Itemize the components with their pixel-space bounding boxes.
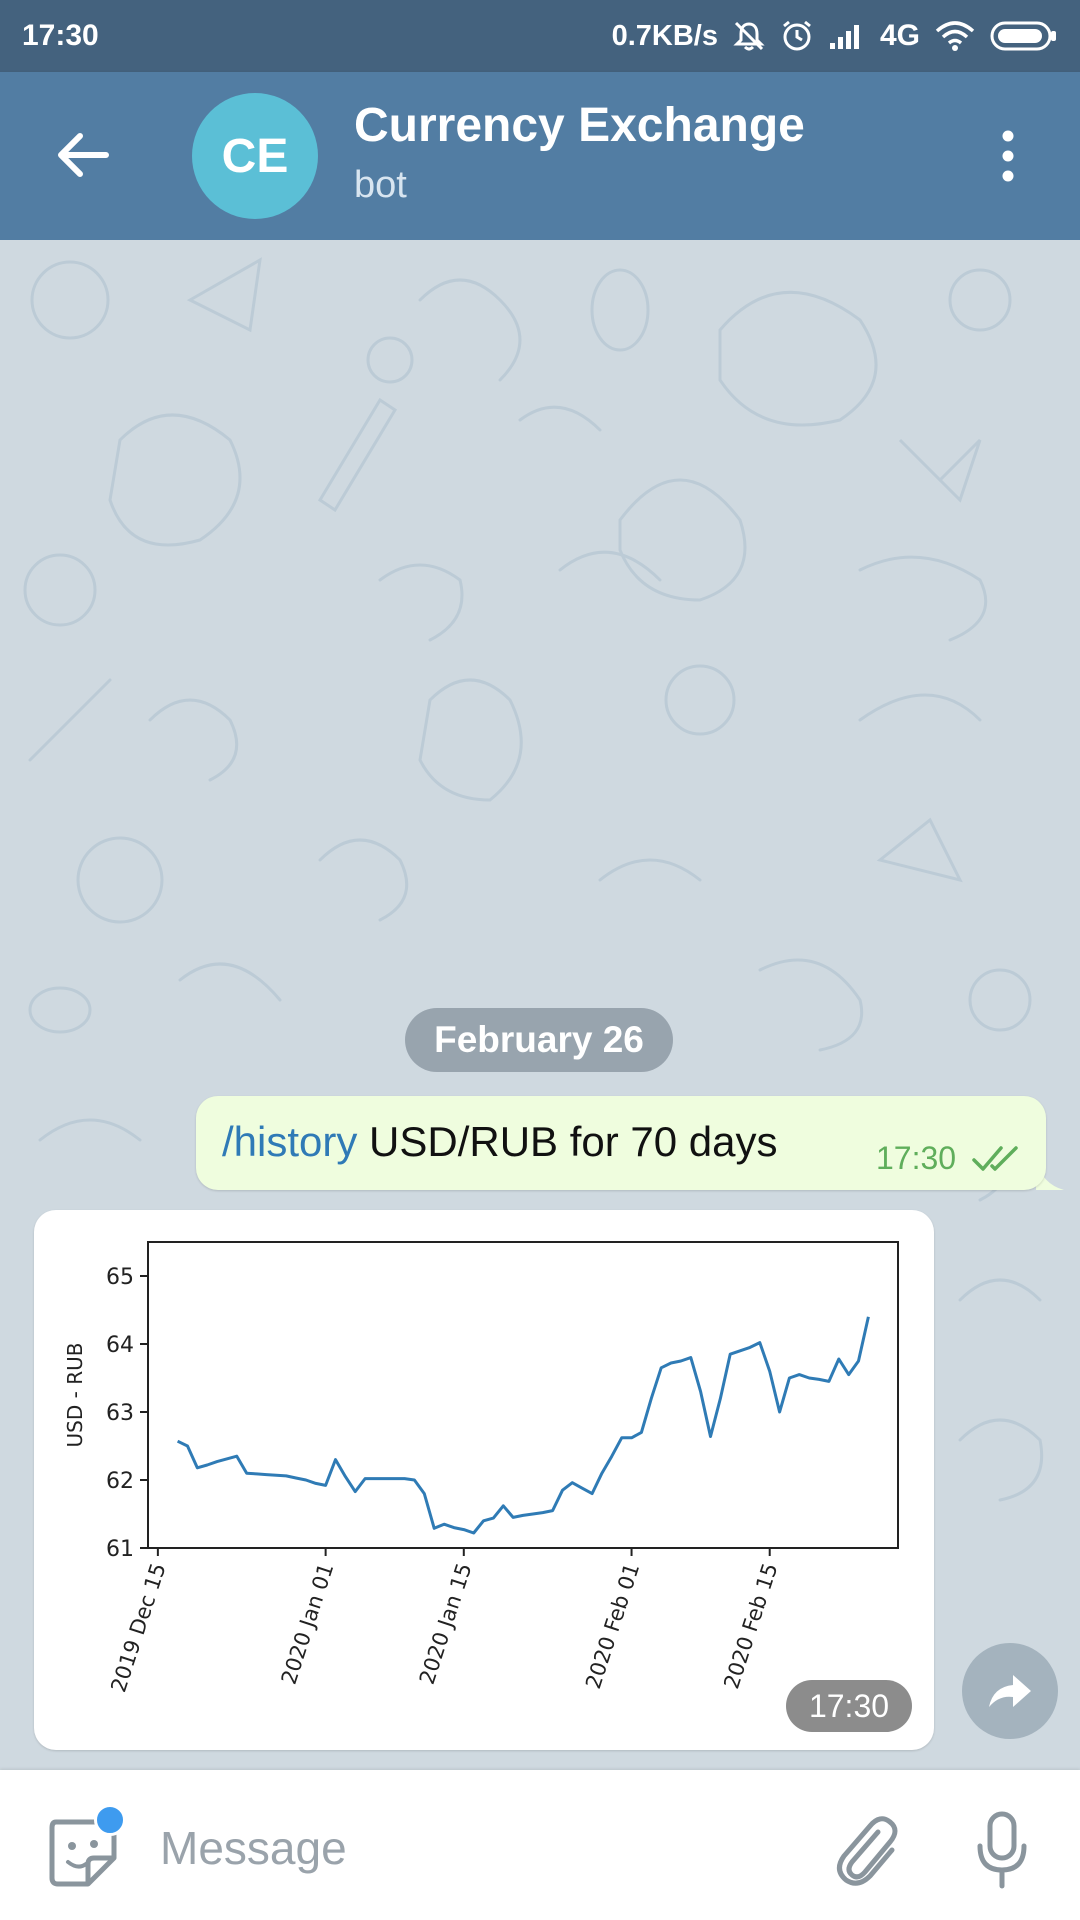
outgoing-message-text: /history USD/RUB for 70 days bbox=[222, 1118, 778, 1166]
y-tick-label: 64 bbox=[106, 1333, 134, 1358]
x-tick-label: 2020 Feb 01 bbox=[581, 1560, 644, 1692]
message-composer bbox=[0, 1770, 1080, 1920]
double-check-icon bbox=[972, 1146, 1018, 1171]
message-body: USD/RUB for 70 days bbox=[357, 1118, 778, 1165]
signal-icon bbox=[829, 25, 859, 49]
y-tick-label: 65 bbox=[106, 1265, 134, 1290]
y-tick-label: 61 bbox=[106, 1537, 134, 1562]
alarm-icon bbox=[783, 20, 811, 51]
status-icons: 0.7KB/s 4G bbox=[612, 19, 1058, 53]
y-axis-ticks: 61 62 63 64 65 bbox=[106, 1265, 148, 1562]
share-button[interactable] bbox=[962, 1643, 1058, 1739]
image-time-badge: 17:30 bbox=[786, 1680, 912, 1732]
network-speed: 0.7KB/s bbox=[611, 19, 718, 52]
mute-icon bbox=[733, 21, 765, 51]
more-options-icon[interactable] bbox=[990, 128, 1026, 184]
microphone-icon[interactable] bbox=[972, 1810, 1032, 1890]
chat-subtitle: bot bbox=[354, 164, 407, 206]
paperclip-icon[interactable] bbox=[830, 1810, 900, 1888]
chat-avatar[interactable]: CE bbox=[192, 93, 318, 219]
chat-header: CE Currency Exchange bot bbox=[0, 72, 1080, 240]
date-separator: February 26 bbox=[405, 1008, 673, 1072]
status-time: 17:30 bbox=[22, 19, 99, 52]
history-chart[interactable]: 61 62 63 64 65 2019 Dec 15 2020 Jan 01 2020 Ja… bbox=[34, 1210, 934, 1750]
plot-frame bbox=[147, 1241, 899, 1549]
chat-background: February 26 /history USD/RUB for 70 days… bbox=[0, 240, 1080, 1770]
message-time: 17:30 bbox=[876, 1140, 957, 1176]
wifi-icon bbox=[935, 21, 975, 51]
y-tick-label: 62 bbox=[106, 1469, 134, 1494]
outgoing-message-bubble[interactable]: /history USD/RUB for 70 days 17:30 bbox=[196, 1096, 1046, 1190]
message-input[interactable] bbox=[158, 1808, 802, 1888]
x-axis-ticks: 2019 Dec 15 2020 Jan 01 2020 Jan 15 2020 Fe… bbox=[106, 1548, 782, 1695]
x-tick-label: 2020 Feb 15 bbox=[719, 1560, 782, 1692]
x-tick-label: 2020 Jan 15 bbox=[415, 1560, 477, 1687]
back-arrow-icon[interactable] bbox=[50, 122, 116, 188]
series-line-usd-rub bbox=[176, 1316, 870, 1535]
incoming-image-message[interactable]: 61 62 63 64 65 2019 Dec 15 2020 Jan 01 2020 Ja… bbox=[34, 1210, 934, 1750]
x-tick-label: 2020 Jan 01 bbox=[277, 1560, 339, 1687]
share-arrow-icon bbox=[989, 1675, 1031, 1707]
status-bar: 17:30 0.7KB/s 4G bbox=[0, 0, 1080, 72]
x-tick-label: 2019 Dec 15 bbox=[106, 1560, 170, 1695]
battery-icon bbox=[990, 21, 1056, 51]
bot-command-link[interactable]: /history bbox=[222, 1118, 358, 1165]
chat-title[interactable]: Currency Exchange bbox=[354, 99, 805, 152]
y-tick-label: 63 bbox=[106, 1401, 134, 1426]
network-type: 4G bbox=[879, 19, 920, 52]
sticker-notification-dot bbox=[94, 1804, 126, 1836]
bubble-tail bbox=[1036, 1160, 1064, 1190]
y-axis-label: USD - RUB bbox=[63, 1343, 87, 1448]
